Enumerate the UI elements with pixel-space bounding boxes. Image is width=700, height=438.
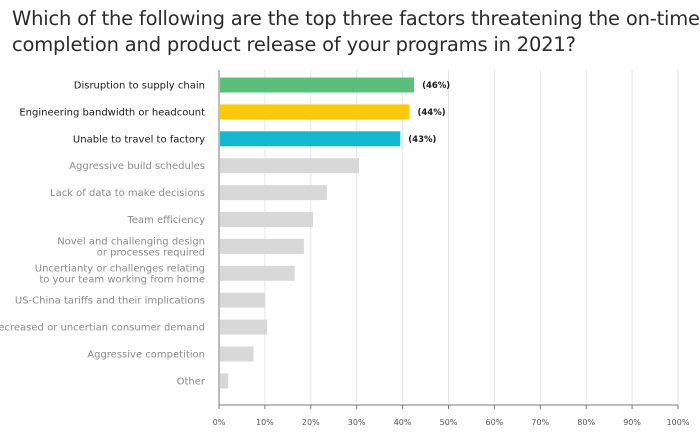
category-label: Team efficiency [126,215,205,226]
category-label: Decreased or uncertian consumer demand [0,323,205,334]
bar [220,104,410,120]
category-label: Aggressive build schedules [69,161,205,172]
category-label: Novel and challenging design [57,236,205,247]
x-tick-label: 60% [486,418,504,427]
x-tick-label: 100% [667,418,690,427]
data-label: (44%) [417,108,445,118]
bar [220,77,415,93]
bar [220,238,304,254]
bar [220,185,327,201]
category-label: Unable to travel to factory [73,134,205,145]
bar [220,131,401,147]
bar [220,346,254,362]
chart-title: Which of the following are the top three… [12,6,700,58]
x-tick-label: 40% [394,418,412,427]
category-label: Aggressive competition [87,350,205,361]
x-tick-label: 70% [531,418,549,427]
bar [220,319,268,335]
bar [220,212,314,227]
data-label: (43%) [408,135,436,145]
category-label: Disruption to supply chain [74,81,205,92]
category-label: Other [177,376,206,387]
bar [220,292,265,308]
chart-title-line-1: Which of the following are the top three… [12,7,700,30]
x-tick-label: 30% [348,418,366,427]
category-label: or processes required [97,247,205,258]
category-label: US-China tariffs and their implications [15,296,205,307]
bar [220,265,295,281]
chart-title-line-2: completion and product release of your p… [12,33,576,56]
x-tick-label: 80% [577,418,595,427]
category-label: Lack of data to make decisions [50,188,205,199]
x-tick-label: 0% [213,418,226,427]
x-tick-label: 20% [302,418,320,427]
x-tick-label: 10% [256,418,274,427]
category-label: Engineering bandwidth or headcount [19,107,205,118]
bar [220,373,229,389]
data-label: (46%) [422,81,450,91]
bar [220,158,359,174]
category-label: to your team working from home [39,274,205,285]
category-label: Uncertianty or challenges relating [35,263,205,274]
x-tick-label: 90% [623,418,641,427]
x-tick-label: 50% [440,418,458,427]
